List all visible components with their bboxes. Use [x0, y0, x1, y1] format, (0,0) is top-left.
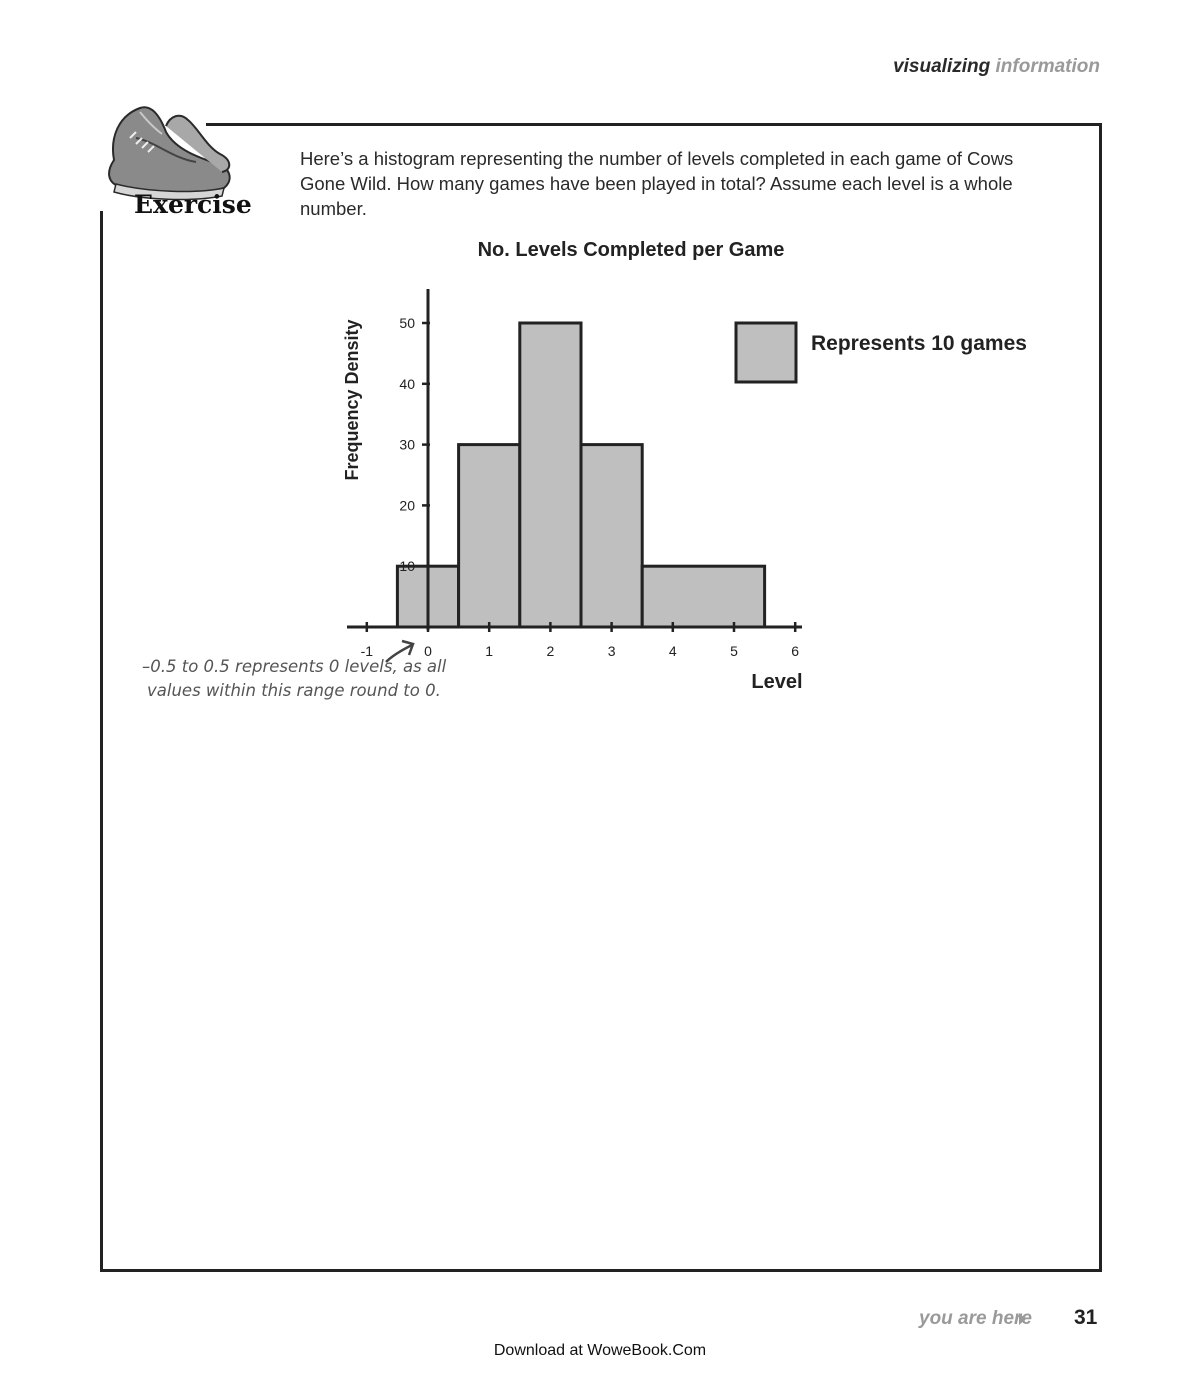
- legend-label: Represents 10 games: [811, 332, 1027, 355]
- x-tick-label: 6: [791, 643, 799, 659]
- histogram-bar: [457, 443, 522, 629]
- histogram-bar: [640, 564, 767, 629]
- y-axis-label: Frequency Density: [342, 319, 362, 480]
- running-head-section: visualizing: [893, 56, 991, 77]
- y-ticks: 10 20 30 40 50: [399, 315, 430, 574]
- running-head: visualizing information: [893, 56, 1100, 78]
- histogram-bar: [579, 443, 644, 629]
- page-number: 31: [1074, 1306, 1098, 1329]
- annotation-note: –0.5 to 0.5 represents 0 levels, as all v…: [142, 657, 447, 700]
- chart-title: No. Levels Completed per Game: [478, 239, 785, 261]
- exercise-badge: Exercise: [108, 106, 252, 219]
- x-tick-label: 0: [424, 643, 432, 659]
- annotation-arrow-icon: [385, 639, 415, 663]
- you-are-here: you are here: [919, 1308, 1032, 1329]
- histogram-bar: [518, 321, 583, 629]
- x-ticks: -1 0 1 2 3 4 5 6: [361, 622, 799, 659]
- sneakers-icon: [108, 106, 231, 201]
- y-tick-label: 10: [399, 558, 415, 574]
- running-head-topic: information: [995, 56, 1101, 77]
- histogram-chart: No. Levels Completed per Game Frequency …: [142, 239, 1027, 700]
- x-tick-label: 3: [608, 643, 616, 659]
- x-tick-label: 2: [547, 643, 555, 659]
- download-credit: Download at WoweBook.Com: [493, 1342, 707, 1359]
- legend-swatch: [734, 321, 798, 384]
- y-tick-label: 40: [399, 376, 415, 392]
- x-tick-label: 1: [485, 643, 493, 659]
- y-tick-label: 50: [399, 315, 415, 331]
- x-tick-label: 4: [669, 643, 677, 659]
- x-tick-label: -1: [361, 643, 374, 659]
- y-tick-label: 30: [399, 437, 415, 453]
- arrow-right-icon: [1019, 1313, 1026, 1325]
- x-tick-label: 5: [730, 643, 738, 659]
- exercise-label: Exercise: [134, 190, 252, 219]
- histogram-bars: [395, 321, 767, 629]
- y-tick-label: 20: [399, 497, 415, 513]
- x-axis-label: Level: [751, 671, 802, 693]
- exercise-frame: [100, 123, 1102, 1272]
- exercise-prompt: Here’s a histogram representing the numb…: [300, 148, 1014, 219]
